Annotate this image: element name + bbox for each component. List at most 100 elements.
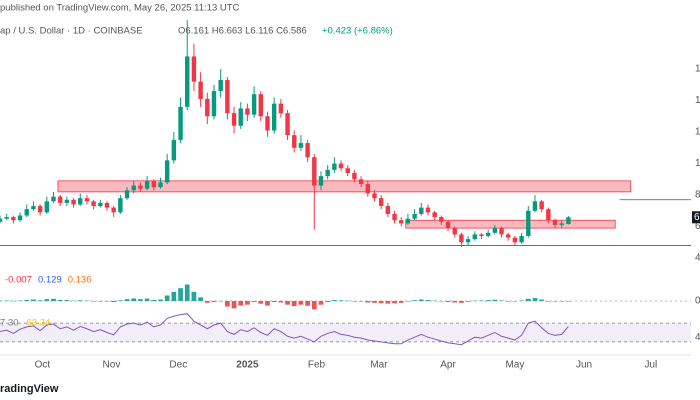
symbol-label: ap / U.S. Dollar · 1D · COINBASE — [0, 26, 143, 37]
rsi-band — [0, 323, 691, 342]
candle-body — [104, 202, 110, 208]
rsi-tick-label: 40 — [695, 332, 700, 343]
macd-bar — [265, 301, 270, 306]
macd-bar — [539, 299, 544, 301]
candle-body — [138, 185, 143, 189]
macd-label: -0.007 — [5, 275, 32, 286]
candle-body — [198, 81, 203, 99]
macd-bar — [405, 301, 411, 302]
y-tick-label: 4 — [695, 253, 700, 264]
change-label: +0.423 (+6.86%) — [322, 26, 393, 37]
candle-body — [552, 220, 558, 225]
macd-bar — [111, 301, 117, 303]
candle-body — [559, 223, 564, 225]
candle-body — [265, 116, 270, 131]
candle-body — [445, 221, 451, 229]
candle-body — [419, 207, 424, 214]
macd-bar — [151, 299, 157, 301]
candle-body — [506, 234, 511, 238]
candle-body — [98, 202, 103, 207]
candle-body — [399, 220, 404, 224]
candle-body — [318, 176, 324, 186]
macd-bar — [104, 301, 110, 302]
macd-bar — [546, 301, 551, 302]
candle-body — [532, 201, 538, 211]
macd-bar — [71, 300, 76, 302]
macd-bar — [392, 301, 397, 304]
candle-body — [459, 234, 464, 243]
macd-bar — [472, 300, 478, 302]
y-tick-label: 16 — [695, 64, 700, 75]
macd-bar — [158, 299, 163, 301]
macd-bar — [57, 299, 63, 301]
macd-bar — [11, 300, 16, 302]
candle-body — [345, 168, 350, 173]
zone — [405, 219, 616, 229]
macd-bar — [372, 301, 377, 303]
candle-body — [24, 209, 29, 216]
candle-body — [271, 103, 277, 131]
candle-body — [124, 190, 130, 199]
macd-bar — [184, 284, 190, 301]
macd-bar — [566, 301, 571, 302]
macd-bar — [17, 300, 23, 301]
macd-bar — [191, 291, 197, 301]
macd-bar — [24, 299, 30, 301]
candle-body — [285, 113, 290, 136]
macd-bar — [238, 301, 244, 306]
y-tick-label: 14 — [695, 95, 700, 106]
macd-bar — [418, 299, 424, 301]
macd-bar — [352, 301, 357, 302]
y-tick-label: 10 — [695, 158, 700, 169]
macd-bar — [345, 300, 351, 302]
macd-bar — [144, 298, 150, 301]
macd-bar — [204, 301, 210, 303]
macd-label: 0.129 — [38, 275, 62, 286]
candle-body — [432, 212, 437, 218]
macd-bar — [278, 301, 284, 303]
macd-bar — [338, 300, 344, 301]
macd-bar — [519, 300, 524, 301]
candle-body — [164, 160, 170, 183]
macd-bar — [231, 301, 237, 309]
macd-bar — [271, 301, 277, 302]
macd-bar — [318, 301, 324, 305]
macd-bar — [505, 301, 511, 302]
macd-bar — [211, 301, 217, 302]
macd-bar — [311, 301, 317, 310]
x-tick-label: Feb — [308, 360, 326, 371]
rsi-label: 63.34 — [27, 318, 51, 329]
candle-body — [512, 237, 518, 243]
candle-body — [338, 163, 344, 169]
macd-bar — [124, 299, 130, 301]
candle-body — [479, 234, 484, 236]
macd-bar — [432, 300, 438, 302]
x-tick-label: May — [505, 360, 524, 371]
candle-body — [4, 217, 9, 219]
candle-body — [44, 201, 50, 213]
candle-body — [439, 217, 444, 222]
candle-body — [492, 228, 498, 233]
macd-bar — [118, 300, 123, 301]
candle-body — [78, 198, 83, 205]
candle-body — [118, 198, 123, 213]
x-tick-label: Mar — [370, 360, 388, 371]
macd-bar — [365, 301, 371, 303]
candle-body — [358, 179, 364, 185]
macd-bar — [512, 301, 518, 302]
macd-bar — [525, 298, 531, 301]
candle-body — [238, 108, 243, 126]
macd-bar — [552, 301, 558, 302]
macd-bar — [559, 301, 565, 302]
candle-body — [472, 234, 477, 240]
candle-body — [185, 56, 190, 107]
candle-body — [332, 163, 337, 170]
macd-bar — [285, 301, 290, 305]
price-tag-label: 6.586 — [694, 212, 700, 223]
macd-bar — [479, 300, 484, 301]
macd-bar — [245, 301, 250, 305]
candle-body — [546, 209, 551, 221]
macd-bar — [485, 300, 491, 301]
candle-body — [278, 103, 284, 114]
